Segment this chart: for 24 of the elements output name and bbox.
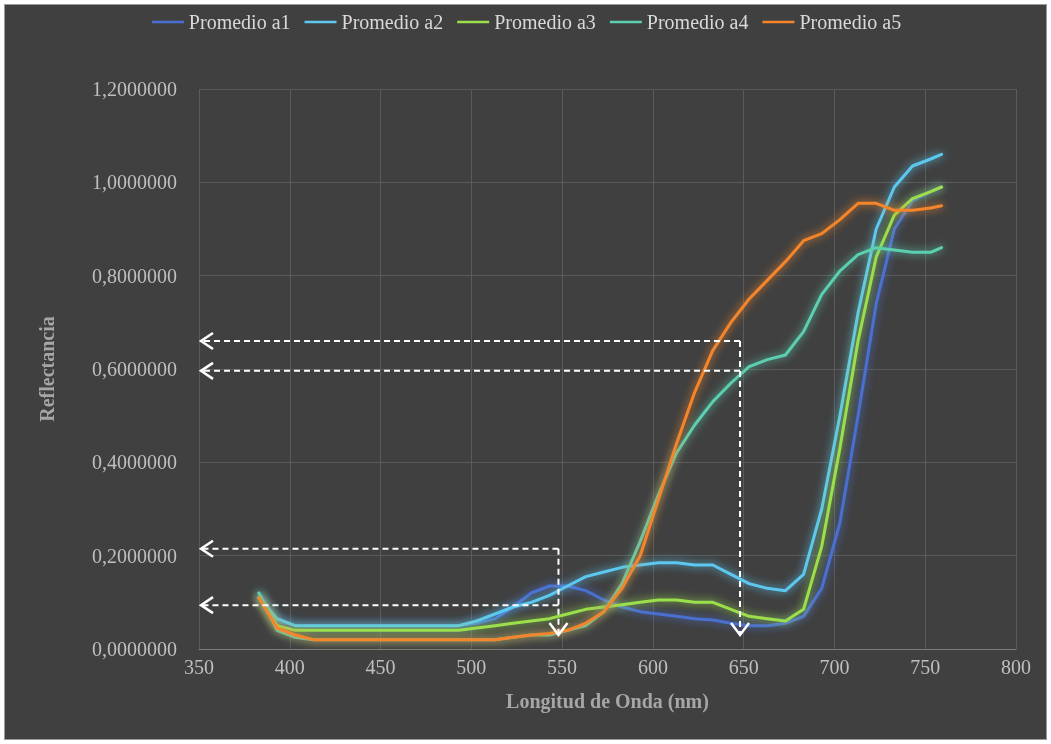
x-axis-title: Longitud de Onda (nm) xyxy=(506,690,709,713)
x-tick-label: 450 xyxy=(365,656,396,678)
x-tick-label: 500 xyxy=(456,656,487,678)
y-tick-label: 0,2000000 xyxy=(92,544,177,567)
x-tick-label: 800 xyxy=(1001,656,1031,678)
y-tick-label: 0,0000000 xyxy=(92,638,177,660)
legend-label: Promedio a5 xyxy=(799,11,902,33)
x-tick-label: 600 xyxy=(637,656,668,678)
y-axis-title: Reflectancia xyxy=(36,316,58,422)
x-tick-label: 700 xyxy=(819,656,850,678)
y-tick-label: 1,0000000 xyxy=(92,171,177,194)
legend-label: Promedio a3 xyxy=(494,11,596,33)
y-tick-label: 0,8000000 xyxy=(92,264,177,287)
x-tick-label: 750 xyxy=(910,656,941,678)
x-tick-label: 350 xyxy=(184,656,214,678)
legend-label: Promedio a1 xyxy=(188,11,291,33)
x-tick-label: 400 xyxy=(274,656,305,678)
legend-label: Promedio a4 xyxy=(646,11,749,33)
x-tick-label: 550 xyxy=(547,656,578,678)
y-tick-label: 0,4000000 xyxy=(92,451,177,474)
y-tick-label: 1,2000000 xyxy=(92,78,177,100)
y-tick-label: 0,6000000 xyxy=(92,358,177,380)
x-tick-label: 650 xyxy=(728,656,759,678)
legend-label: Promedio a2 xyxy=(341,11,444,33)
